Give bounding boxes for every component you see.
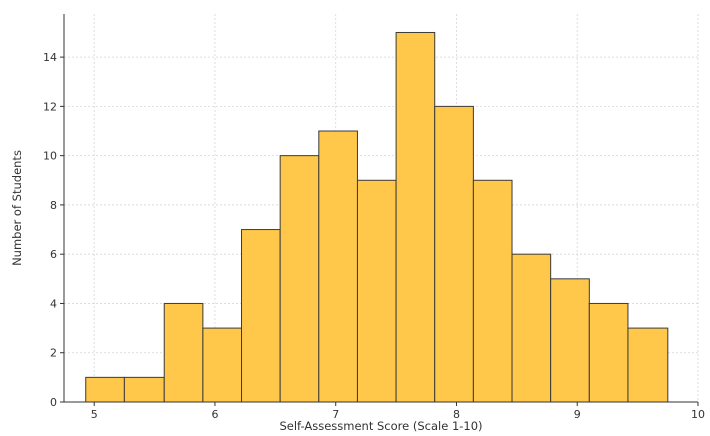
y-tick-label: 0 [50, 396, 57, 409]
y-axis-label: Number of Students [10, 150, 24, 266]
x-tick-label: 6 [211, 408, 218, 421]
histogram-bar [588, 302, 629, 403]
bars [85, 31, 669, 403]
x-tick-label: 10 [691, 408, 705, 421]
histogram-bar [472, 179, 513, 403]
x-tick-label: 5 [91, 408, 98, 421]
y-tick-label: 6 [50, 248, 57, 261]
histogram-bar [550, 278, 590, 403]
histogram-bar [202, 327, 243, 403]
y-tick-label: 10 [43, 150, 57, 163]
histogram-bar [279, 155, 320, 403]
histogram-bar [241, 229, 281, 403]
histogram-bar [627, 327, 669, 403]
y-tick-label: 14 [43, 51, 57, 64]
histogram-bar [85, 376, 125, 403]
histogram-bar [356, 179, 397, 403]
histogram-bar [123, 376, 165, 403]
histogram-bar [318, 130, 358, 403]
axes: 5 6 7 8 9 10 0 2 4 6 8 10 12 14 [43, 14, 705, 421]
histogram-bar [395, 31, 436, 403]
x-axis-label: Self-Assessment Score (Scale 1-10) [279, 419, 482, 433]
y-tick-label: 12 [43, 100, 57, 113]
histogram-bar [434, 105, 474, 403]
y-tick-label: 8 [50, 199, 57, 212]
x-tick-label: 7 [332, 408, 339, 421]
histogram-bar [511, 253, 552, 403]
x-tick-label: 9 [574, 408, 581, 421]
x-tick-label: 8 [453, 408, 460, 421]
histogram-bar [163, 302, 204, 403]
y-tick-label: 4 [50, 297, 57, 310]
y-tick-label: 2 [50, 347, 57, 360]
